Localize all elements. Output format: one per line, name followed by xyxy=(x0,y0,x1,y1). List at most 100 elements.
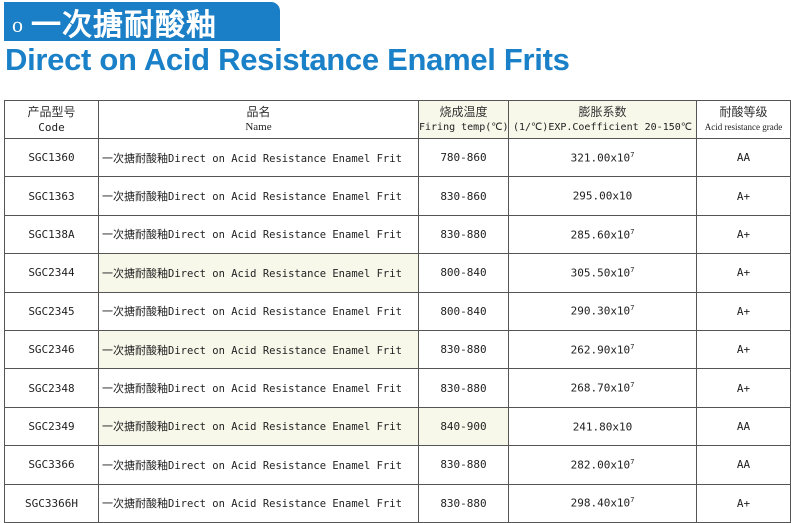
cell-grade: A+ xyxy=(696,253,791,293)
cell-name: 一次搪耐酸釉Direct on Acid Resistance Enamel F… xyxy=(98,329,419,370)
name-zh: 一次搪耐酸釉 xyxy=(102,420,168,434)
cell-firing-temp: 830-880 xyxy=(418,445,509,485)
cell-code: SGC3366 xyxy=(4,445,99,485)
cell-code: SGC3366H xyxy=(4,483,99,523)
cell-grade: A+ xyxy=(696,329,791,370)
cell-name: 一次搪耐酸釉Direct on Acid Resistance Enamel F… xyxy=(98,137,419,178)
header-zh: 烧成温度 xyxy=(439,104,488,119)
header-en: Firing temp(℃) xyxy=(419,121,509,133)
cell-code: SGC2348 xyxy=(4,368,99,408)
name-zh: 一次搪耐酸釉 xyxy=(102,266,168,280)
cell-firing-temp: 830-880 xyxy=(418,329,509,370)
coef-exponent: 7 xyxy=(630,496,635,505)
coef-value: 285.60x10 xyxy=(570,228,631,242)
cell-name: 一次搪耐酸釉Direct on Acid Resistance Enamel F… xyxy=(98,176,419,216)
coef-value: 282.00x10 xyxy=(570,458,631,472)
cell-firing-temp: 830-880 xyxy=(418,368,509,408)
name-zh: 一次搪耐酸釉 xyxy=(102,305,168,319)
header-code: 产品型号 Code xyxy=(4,100,99,139)
table-row: SGC2348 一次搪耐酸釉Direct on Acid Resistance … xyxy=(4,368,791,408)
cell-coefficient: 268.70x107 xyxy=(508,368,697,408)
coef-exponent: 7 xyxy=(630,150,635,159)
banner-title: 一次搪耐酸釉 xyxy=(31,7,217,43)
cell-coefficient: 321.00x107 xyxy=(508,137,697,178)
header-en: (1/℃)EXP.Coefficient 20-150℃ xyxy=(513,121,692,133)
section-banner: o 一次搪耐酸釉 xyxy=(4,2,280,43)
cell-code: SGC2344 xyxy=(4,253,99,293)
cell-firing-temp: 780-860 xyxy=(418,137,509,178)
coef-exponent: 7 xyxy=(630,227,635,236)
cell-name: 一次搪耐酸釉Direct on Acid Resistance Enamel F… xyxy=(98,368,419,408)
header-zh: 品名 xyxy=(246,104,271,119)
header-en: Name xyxy=(245,120,272,133)
table-row: SGC1360 一次搪耐酸釉Direct on Acid Resistance … xyxy=(4,137,791,178)
name-zh: 一次搪耐酸釉 xyxy=(102,458,168,472)
table-row: SGC138A 一次搪耐酸釉Direct on Acid Resistance … xyxy=(4,214,791,255)
cell-coefficient: 298.40x107 xyxy=(508,483,697,523)
cell-grade: AA xyxy=(696,445,791,485)
cell-firing-temp: 800-840 xyxy=(418,291,509,331)
header-zh: 产品型号 xyxy=(27,104,76,119)
name-zh: 一次搪耐酸釉 xyxy=(102,151,168,165)
cell-grade: AA xyxy=(696,137,791,178)
coef-value: 321.00x10 xyxy=(570,151,631,165)
cell-name: 一次搪耐酸釉Direct on Acid Resistance Enamel F… xyxy=(98,291,419,331)
cell-name: 一次搪耐酸釉Direct on Acid Resistance Enamel F… xyxy=(98,406,419,447)
header-zh: 膨胀系数 xyxy=(578,104,627,119)
cell-firing-temp: 840-900 xyxy=(418,406,509,447)
coef-exponent: 7 xyxy=(630,342,635,351)
name-en: Direct on Acid Resistance Enamel Frit xyxy=(168,191,402,204)
cell-code: SGC1363 xyxy=(4,176,99,216)
coef-value: 262.90x10 xyxy=(570,343,631,357)
cell-code: SGC2346 xyxy=(4,329,99,370)
coef-value: 298.40x10 xyxy=(570,497,631,511)
cell-firing-temp: 830-880 xyxy=(418,214,509,255)
coef-value: 241.80x10 xyxy=(572,420,633,434)
name-zh: 一次搪耐酸釉 xyxy=(102,228,168,242)
coef-value: 290.30x10 xyxy=(570,305,631,319)
name-en: Direct on Acid Resistance Enamel Frit xyxy=(168,498,402,511)
table-row: SGC3366 一次搪耐酸釉Direct on Acid Resistance … xyxy=(4,445,791,485)
cell-grade: A+ xyxy=(696,176,791,216)
header-en: Acid resistance grade xyxy=(704,121,783,132)
coef-exponent: 7 xyxy=(630,304,635,313)
header-zh: 耐酸等级 xyxy=(719,104,768,119)
name-en: Direct on Acid Resistance Enamel Frit xyxy=(168,344,402,357)
cell-name: 一次搪耐酸釉Direct on Acid Resistance Enamel F… xyxy=(98,483,419,523)
cell-coefficient: 282.00x107 xyxy=(508,445,697,485)
coef-exponent: 7 xyxy=(630,457,635,466)
cell-grade: A+ xyxy=(696,368,791,408)
cell-grade: AA xyxy=(696,406,791,447)
name-en: Direct on Acid Resistance Enamel Frit xyxy=(168,152,402,165)
frits-table: 产品型号 Code 品名 Name 烧成温度 Firing temp(℃) 膨胀系数 (… xyxy=(4,100,791,523)
coef-value: 305.50x10 xyxy=(570,266,631,280)
cell-grade: A+ xyxy=(696,483,791,523)
cell-name: 一次搪耐酸釉Direct on Acid Resistance Enamel F… xyxy=(98,253,419,293)
table-row: SGC2346 一次搪耐酸釉Direct on Acid Resistance … xyxy=(4,329,791,370)
name-zh: 一次搪耐酸釉 xyxy=(102,190,168,204)
cell-code: SGC138A xyxy=(4,214,99,255)
name-zh: 一次搪耐酸釉 xyxy=(102,382,168,396)
cell-coefficient: 285.60x107 xyxy=(508,214,697,255)
table-row: SGC3366H 一次搪耐酸釉Direct on Acid Resistance… xyxy=(4,483,791,523)
page-title: Direct on Acid Resistance Enamel Frits xyxy=(5,42,570,77)
cell-firing-temp: 830-880 xyxy=(418,483,509,523)
cell-coefficient: 295.00x10 xyxy=(508,176,697,216)
cell-firing-temp: 800-840 xyxy=(418,253,509,293)
header-en: Code xyxy=(38,120,65,134)
cell-code: SGC1360 xyxy=(4,137,99,178)
cell-coefficient: 305.50x107 xyxy=(508,253,697,293)
coef-value: 268.70x10 xyxy=(570,381,631,395)
table-row: SGC2345 一次搪耐酸釉Direct on Acid Resistance … xyxy=(4,291,791,331)
name-en: Direct on Acid Resistance Enamel Frit xyxy=(168,267,402,280)
coef-value: 295.00x10 xyxy=(572,189,633,203)
cell-code: SGC2345 xyxy=(4,291,99,331)
name-en: Direct on Acid Resistance Enamel Frit xyxy=(168,383,402,396)
header-grade: 耐酸等级 Acid resistance grade xyxy=(696,100,791,139)
name-en: Direct on Acid Resistance Enamel Frit xyxy=(168,459,402,472)
header-coefficient: 膨胀系数 (1/℃)EXP.Coefficient 20-150℃ xyxy=(508,100,697,139)
cell-firing-temp: 830-860 xyxy=(418,176,509,216)
header-name: 品名 Name xyxy=(98,100,419,139)
bullet-icon: o xyxy=(12,11,23,37)
name-en: Direct on Acid Resistance Enamel Frit xyxy=(168,421,402,434)
